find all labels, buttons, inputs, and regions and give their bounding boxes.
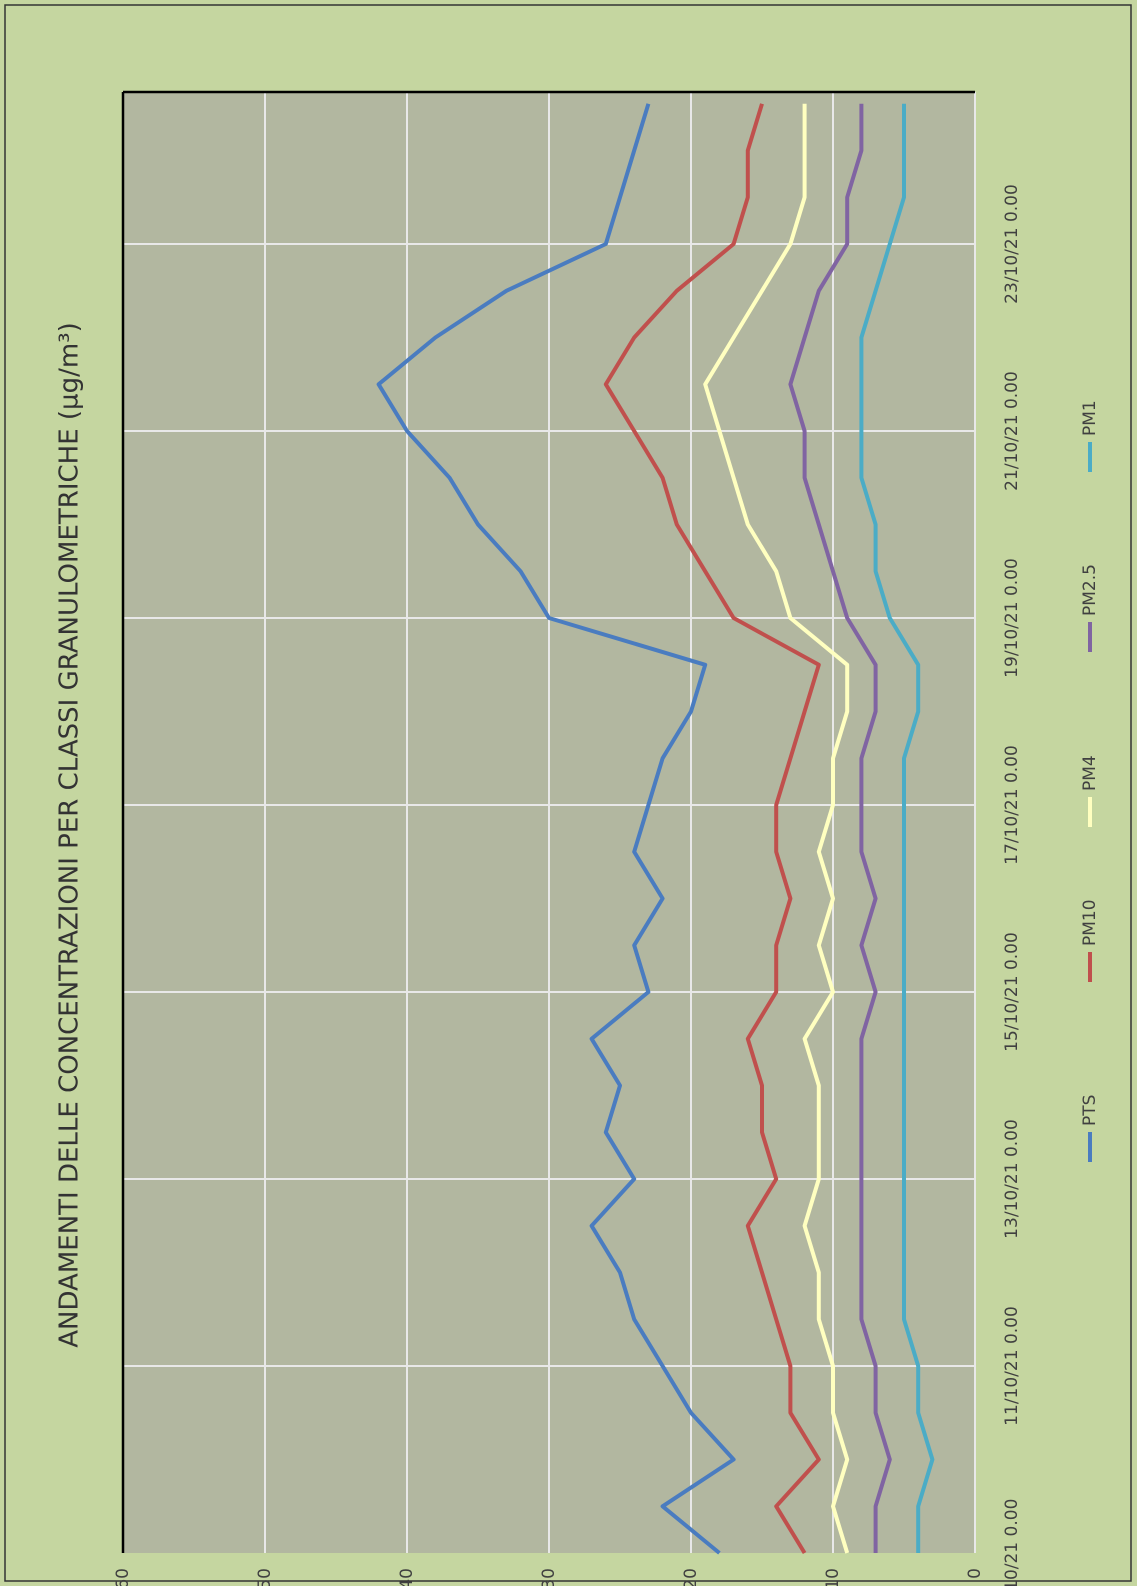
x-tick-label: 9/10/21 0.00 <box>1002 1499 1022 1586</box>
legend-label: PM2.5 <box>1080 564 1100 616</box>
x-tick-label: 11/10/21 0.00 <box>1002 1306 1022 1426</box>
y-tick-label: 10 <box>823 1568 843 1586</box>
x-tick-label: 17/10/21 0.00 <box>1002 745 1022 865</box>
series-line <box>376 103 736 1555</box>
legend-label: PM10 <box>1080 899 1100 946</box>
x-tick-label: 21/10/21 0.00 <box>1002 371 1022 491</box>
chart-title: ANDAMENTI DELLE CONCENTRAZIONI PER CLASS… <box>55 322 85 1348</box>
series-line <box>703 103 850 1554</box>
series-line <box>603 103 821 1555</box>
y-tick-label: 50 <box>255 1568 275 1586</box>
frame <box>4 4 1132 1582</box>
series-line <box>788 103 892 1553</box>
y-tick-label: 0 <box>965 1568 985 1579</box>
x-tick-label: 15/10/21 0.00 <box>1002 932 1022 1052</box>
legend-label: PM4 <box>1080 755 1100 791</box>
x-tick-label: 19/10/21 0.00 <box>1002 558 1022 678</box>
y-tick-label: 30 <box>539 1568 559 1586</box>
y-tick-label: 60 <box>113 1568 133 1586</box>
legend-label: PTS <box>1080 1095 1100 1126</box>
series-line <box>859 103 935 1553</box>
y-tick-label: 20 <box>681 1568 701 1586</box>
x-tick-label: 13/10/21 0.00 <box>1002 1119 1022 1239</box>
x-tick-label: 23/10/21 0.00 <box>1002 184 1022 304</box>
legend-label: PM1 <box>1080 400 1100 436</box>
y-tick-label: 40 <box>397 1568 417 1586</box>
